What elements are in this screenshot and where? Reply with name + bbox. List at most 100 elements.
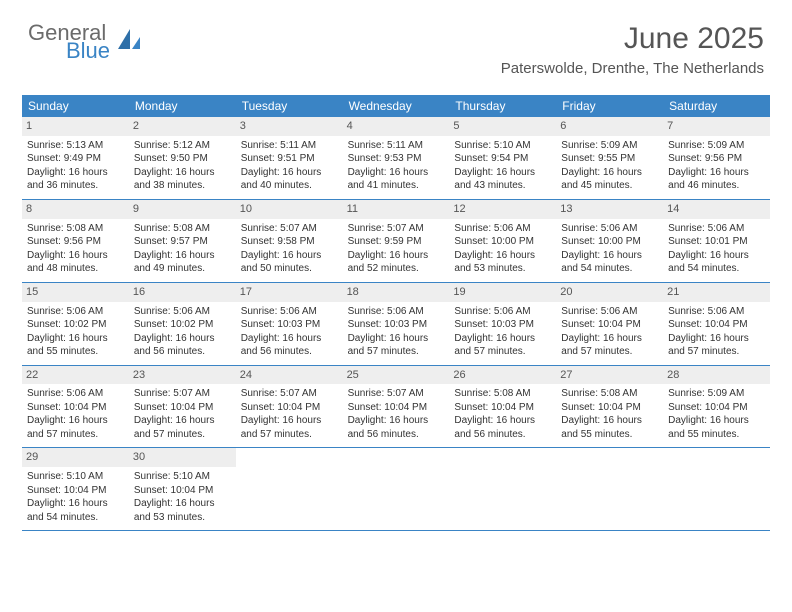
calendar: Sunday Monday Tuesday Wednesday Thursday… xyxy=(22,95,770,531)
day-cell xyxy=(236,448,343,530)
day-detail: and 52 minutes. xyxy=(348,262,445,276)
day-detail: Sunset: 9:58 PM xyxy=(241,235,338,249)
title-block: June 2025 Paterswolde, Drenthe, The Neth… xyxy=(501,22,764,77)
day-detail: and 36 minutes. xyxy=(27,179,124,193)
day-number: 10 xyxy=(236,200,343,219)
day-detail: Daylight: 16 hours xyxy=(454,414,551,428)
day-detail: Sunrise: 5:06 AM xyxy=(454,222,551,236)
day-cell: 11Sunrise: 5:07 AMSunset: 9:59 PMDayligh… xyxy=(343,200,450,282)
day-detail: Sunset: 10:01 PM xyxy=(668,235,765,249)
day-detail: Sunrise: 5:08 AM xyxy=(561,387,658,401)
day-detail: and 43 minutes. xyxy=(454,179,551,193)
day-cell: 15Sunrise: 5:06 AMSunset: 10:02 PMDaylig… xyxy=(22,283,129,365)
calendar-week: 22Sunrise: 5:06 AMSunset: 10:04 PMDaylig… xyxy=(22,366,770,449)
day-detail: Sunrise: 5:06 AM xyxy=(241,305,338,319)
day-detail: Sunset: 9:57 PM xyxy=(134,235,231,249)
day-detail: Daylight: 16 hours xyxy=(134,332,231,346)
day-detail: and 57 minutes. xyxy=(27,428,124,442)
day-detail: Daylight: 16 hours xyxy=(668,332,765,346)
day-cell: 2Sunrise: 5:12 AMSunset: 9:50 PMDaylight… xyxy=(129,117,236,199)
day-detail: Sunset: 9:50 PM xyxy=(134,152,231,166)
day-detail: and 54 minutes. xyxy=(668,262,765,276)
day-detail: and 55 minutes. xyxy=(668,428,765,442)
day-detail: Daylight: 16 hours xyxy=(348,332,445,346)
day-detail: and 57 minutes. xyxy=(241,428,338,442)
day-detail: and 56 minutes. xyxy=(241,345,338,359)
day-detail: Sunrise: 5:08 AM xyxy=(27,222,124,236)
day-detail: and 46 minutes. xyxy=(668,179,765,193)
day-number: 25 xyxy=(343,366,450,385)
day-detail: Sunrise: 5:06 AM xyxy=(27,305,124,319)
day-detail: Sunrise: 5:06 AM xyxy=(561,305,658,319)
calendar-week: 29Sunrise: 5:10 AMSunset: 10:04 PMDaylig… xyxy=(22,448,770,531)
day-detail: Sunrise: 5:07 AM xyxy=(241,387,338,401)
day-detail: Sunrise: 5:10 AM xyxy=(27,470,124,484)
logo-text: General Blue xyxy=(28,22,110,62)
logo-word2: Blue xyxy=(66,40,110,62)
day-detail: and 38 minutes. xyxy=(134,179,231,193)
day-detail: Sunset: 10:03 PM xyxy=(454,318,551,332)
day-detail: Daylight: 16 hours xyxy=(27,166,124,180)
day-number: 30 xyxy=(129,448,236,467)
day-detail: and 54 minutes. xyxy=(561,262,658,276)
day-detail: and 57 minutes. xyxy=(561,345,658,359)
day-detail: Daylight: 16 hours xyxy=(27,249,124,263)
weekday-label: Thursday xyxy=(449,95,556,117)
day-number: 26 xyxy=(449,366,556,385)
logo-sail-icon xyxy=(116,27,142,58)
day-detail: Daylight: 16 hours xyxy=(454,332,551,346)
day-detail: Sunrise: 5:07 AM xyxy=(348,387,445,401)
day-number: 4 xyxy=(343,117,450,136)
day-cell: 21Sunrise: 5:06 AMSunset: 10:04 PMDaylig… xyxy=(663,283,770,365)
day-detail: Daylight: 16 hours xyxy=(561,249,658,263)
day-detail: Daylight: 16 hours xyxy=(27,332,124,346)
day-cell: 7Sunrise: 5:09 AMSunset: 9:56 PMDaylight… xyxy=(663,117,770,199)
weekday-label: Wednesday xyxy=(343,95,450,117)
day-detail: Daylight: 16 hours xyxy=(241,332,338,346)
day-cell: 20Sunrise: 5:06 AMSunset: 10:04 PMDaylig… xyxy=(556,283,663,365)
day-number: 23 xyxy=(129,366,236,385)
day-cell: 12Sunrise: 5:06 AMSunset: 10:00 PMDaylig… xyxy=(449,200,556,282)
day-number: 20 xyxy=(556,283,663,302)
day-detail: Sunrise: 5:08 AM xyxy=(454,387,551,401)
day-detail: Sunset: 9:55 PM xyxy=(561,152,658,166)
day-detail: Daylight: 16 hours xyxy=(348,414,445,428)
weekday-label: Friday xyxy=(556,95,663,117)
day-detail: Sunrise: 5:10 AM xyxy=(454,139,551,153)
day-detail: Sunrise: 5:06 AM xyxy=(348,305,445,319)
day-detail: and 57 minutes. xyxy=(454,345,551,359)
day-detail: Daylight: 16 hours xyxy=(668,414,765,428)
day-detail: Daylight: 16 hours xyxy=(348,166,445,180)
day-cell: 1Sunrise: 5:13 AMSunset: 9:49 PMDaylight… xyxy=(22,117,129,199)
day-detail: Sunset: 10:04 PM xyxy=(454,401,551,415)
day-detail: and 57 minutes. xyxy=(668,345,765,359)
day-detail: Sunset: 10:04 PM xyxy=(668,318,765,332)
day-detail: Daylight: 16 hours xyxy=(134,497,231,511)
day-detail: Sunset: 9:59 PM xyxy=(348,235,445,249)
weekday-label: Monday xyxy=(129,95,236,117)
day-detail: Sunset: 10:02 PM xyxy=(134,318,231,332)
day-cell: 16Sunrise: 5:06 AMSunset: 10:02 PMDaylig… xyxy=(129,283,236,365)
day-detail: Sunrise: 5:12 AM xyxy=(134,139,231,153)
day-number: 11 xyxy=(343,200,450,219)
day-detail: Sunset: 10:04 PM xyxy=(561,401,658,415)
location: Paterswolde, Drenthe, The Netherlands xyxy=(501,60,764,77)
day-number: 16 xyxy=(129,283,236,302)
day-number: 2 xyxy=(129,117,236,136)
day-detail: Daylight: 16 hours xyxy=(241,249,338,263)
day-detail: Sunset: 9:56 PM xyxy=(27,235,124,249)
day-number: 18 xyxy=(343,283,450,302)
day-cell: 24Sunrise: 5:07 AMSunset: 10:04 PMDaylig… xyxy=(236,366,343,448)
day-detail: Sunset: 10:04 PM xyxy=(561,318,658,332)
day-detail: Sunset: 9:49 PM xyxy=(27,152,124,166)
day-number: 17 xyxy=(236,283,343,302)
day-cell: 3Sunrise: 5:11 AMSunset: 9:51 PMDaylight… xyxy=(236,117,343,199)
day-detail: Sunrise: 5:07 AM xyxy=(348,222,445,236)
calendar-body: 1Sunrise: 5:13 AMSunset: 9:49 PMDaylight… xyxy=(22,117,770,531)
day-cell xyxy=(343,448,450,530)
day-number: 27 xyxy=(556,366,663,385)
day-number: 22 xyxy=(22,366,129,385)
day-detail: Daylight: 16 hours xyxy=(241,166,338,180)
day-cell: 5Sunrise: 5:10 AMSunset: 9:54 PMDaylight… xyxy=(449,117,556,199)
day-detail: Sunrise: 5:06 AM xyxy=(561,222,658,236)
